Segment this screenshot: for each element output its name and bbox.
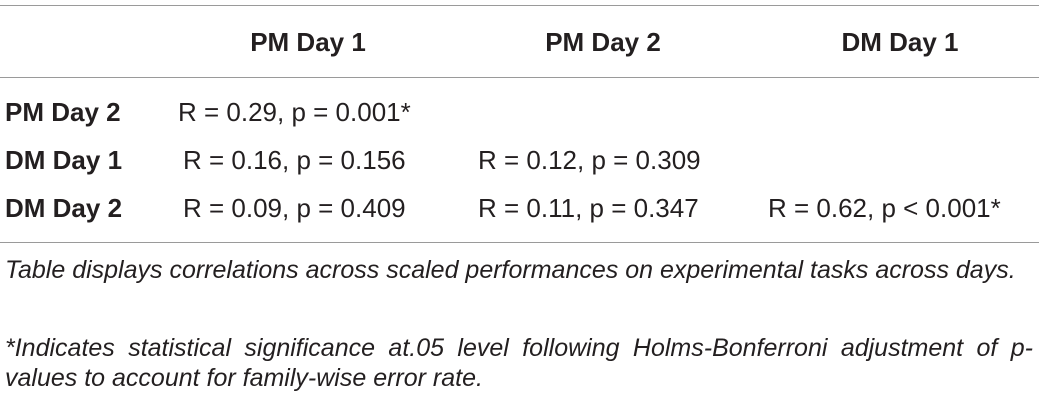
table-cell: R = 0.09, p = 0.409 <box>183 193 406 223</box>
table-cell: R = 0.62, p < 0.001* <box>768 193 1001 223</box>
table-note: *Indicates statistical significance at.0… <box>5 334 1033 392</box>
table-cell: R = 0.16, p = 0.156 <box>183 145 406 175</box>
table-cell: R = 0.11, p = 0.347 <box>478 193 699 223</box>
row-header: DM Day 1 <box>5 145 123 175</box>
bottom-rule <box>0 242 1039 243</box>
column-header: PM Day 2 <box>545 27 661 57</box>
table-cell: R = 0.12, p = 0.309 <box>478 145 701 175</box>
column-header: DM Day 1 <box>841 27 959 57</box>
row-header: PM Day 2 <box>5 97 121 127</box>
row-header: DM Day 2 <box>5 193 123 223</box>
column-header: PM Day 1 <box>250 27 366 57</box>
table-note: Table displays correlations across scale… <box>5 256 1016 284</box>
header-rule <box>0 77 1039 78</box>
top-rule <box>0 5 1039 6</box>
table-cell: R = 0.29, p = 0.001* <box>178 97 411 127</box>
